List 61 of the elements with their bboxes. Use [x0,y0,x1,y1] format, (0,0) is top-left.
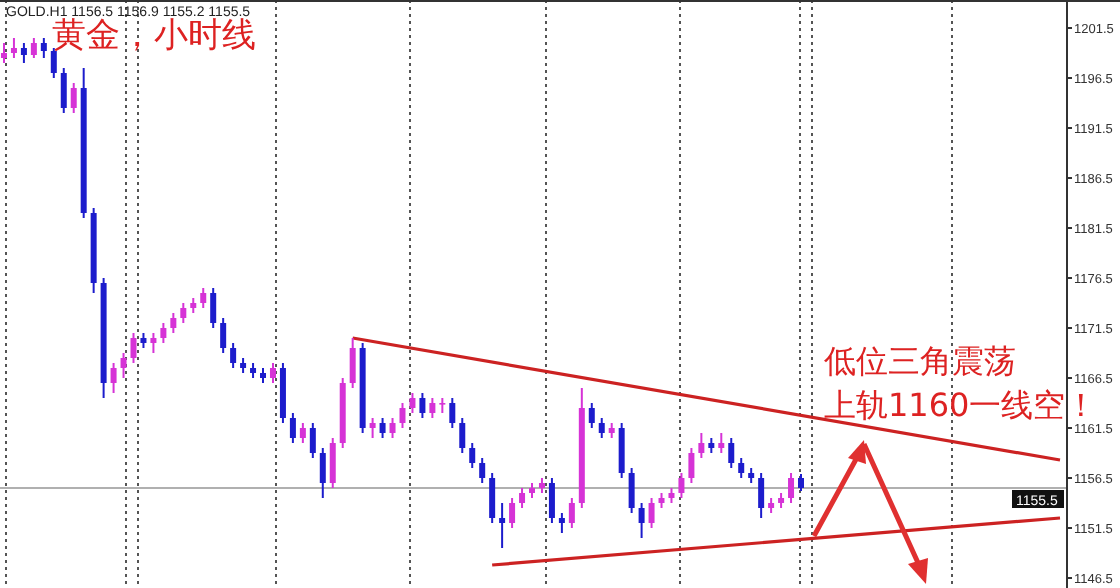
candlestick [309,422,316,459]
annotation: 上轨1160一线空！ [824,386,1098,424]
candlestick [638,502,645,539]
candlestick [738,457,745,479]
candlestick [698,432,705,459]
candlestick [200,287,207,309]
candlestick [30,37,37,59]
candlestick [369,417,376,439]
candlestick [479,457,486,484]
annotation: 低位三角震荡 [824,342,1016,380]
text: 黄金，小时线 [52,16,256,56]
candlestick [489,472,496,524]
candlestick [688,447,695,484]
candlestick [289,412,296,444]
candlestick [419,392,426,419]
candlestick [678,472,685,499]
candlestick [180,302,187,324]
candlestick [568,497,575,529]
candlestick [628,467,635,514]
candlestick [0,42,7,64]
candlestick [379,417,386,439]
candlestick [598,417,605,439]
candlestick [519,487,526,509]
candlestick [70,82,77,114]
candlestick [469,442,476,469]
candlestick [718,432,725,454]
candlestick [230,342,237,369]
candlestick [319,447,326,499]
candlestick [648,497,655,529]
candlestick [788,472,795,504]
candlestick [409,392,416,414]
candlestick [269,362,276,384]
candlestick [160,322,167,344]
candlestick [170,312,177,334]
candlestick [429,397,436,419]
candlestick [509,497,516,529]
candlestick [399,402,406,429]
candlestick [329,437,336,489]
candlestick [150,332,157,354]
candlestick [60,67,67,114]
candlestick [110,362,117,394]
candlestick [40,37,47,59]
candlestick [499,502,506,549]
candlestick [220,317,227,354]
candlestick [449,397,456,429]
candlestick [758,472,765,519]
candlestick [548,477,555,524]
candlestick [210,287,217,329]
candlestick [558,512,565,534]
candlestick [389,417,396,439]
candlestick [349,337,356,389]
candlestick [459,417,466,454]
candlestick [10,37,17,59]
candlestick [50,47,57,79]
candlestick [728,437,735,469]
candlestick [618,422,625,479]
candlestick [588,402,595,429]
candlestick [20,42,27,64]
candlestick [120,352,127,379]
candlestick [299,422,306,444]
candlestick [130,332,137,364]
